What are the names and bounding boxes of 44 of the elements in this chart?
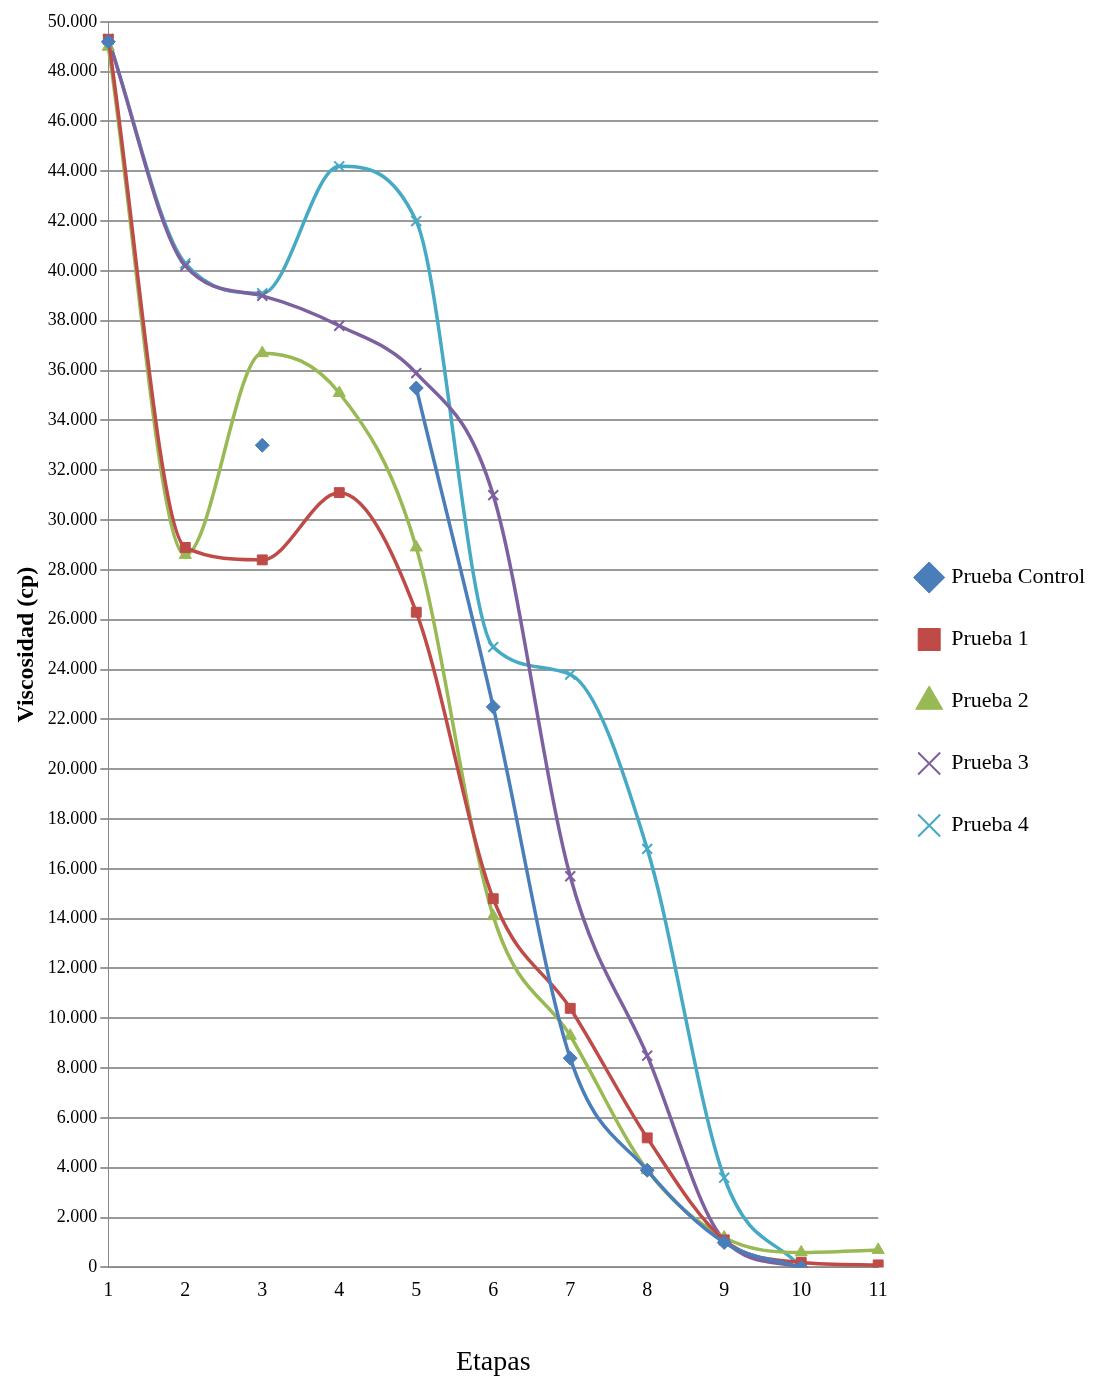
legend-label: Prueba 4 — [951, 811, 1029, 837]
y-tick-label: 34.000 — [47, 409, 98, 430]
y-tick-label: 10.000 — [47, 1007, 98, 1028]
y-tick-label: 32.000 — [47, 458, 98, 479]
x-axis-title: Etapas — [455, 1344, 531, 1376]
y-tick-label: 4.000 — [56, 1156, 98, 1177]
y-tick-label: 6.000 — [56, 1106, 98, 1127]
y-tick-label: 12.000 — [47, 957, 98, 978]
y-tick-label: 24.000 — [47, 658, 98, 679]
x-tick-label: 9 — [719, 1277, 730, 1300]
y-tick-label: 36.000 — [47, 359, 98, 380]
x-tick-label: 11 — [868, 1277, 888, 1300]
legend-label: Prueba Control — [951, 563, 1086, 589]
x-tick-label: 6 — [488, 1277, 499, 1300]
y-tick-label: 40.000 — [47, 259, 98, 280]
x-tick-label: 1 — [103, 1277, 114, 1300]
y-tick-label: 0 — [88, 1256, 98, 1277]
y-tick-label: 30.000 — [47, 508, 98, 529]
y-tick-label: 46.000 — [47, 110, 98, 131]
legend-label: Prueba 2 — [951, 687, 1029, 713]
y-tick-label: 48.000 — [47, 60, 98, 81]
y-tick-label: 2.000 — [56, 1206, 98, 1227]
y-tick-label: 8.000 — [56, 1056, 98, 1077]
y-tick-label: 42.000 — [47, 209, 98, 230]
legend-label: Prueba 3 — [951, 749, 1029, 775]
y-axis-title: Viscosidad (cp) — [11, 566, 38, 723]
x-tick-label: 7 — [565, 1277, 576, 1300]
y-tick-label: 50.000 — [47, 10, 98, 31]
x-tick-label: 2 — [180, 1277, 191, 1300]
x-tick-label: 4 — [334, 1277, 345, 1300]
x-tick-label: 8 — [642, 1277, 653, 1300]
y-tick-label: 18.000 — [47, 807, 98, 828]
legend-label: Prueba 1 — [951, 625, 1029, 651]
y-tick-label: 28.000 — [47, 558, 98, 579]
y-tick-label: 38.000 — [47, 309, 98, 330]
y-tick-label: 14.000 — [47, 907, 98, 928]
y-tick-label: 26.000 — [47, 608, 98, 629]
y-tick-label: 44.000 — [47, 160, 98, 181]
y-tick-label: 16.000 — [47, 857, 98, 878]
x-tick-label: 3 — [257, 1277, 268, 1300]
x-tick-label: 10 — [791, 1277, 812, 1300]
x-tick-label: 5 — [411, 1277, 422, 1300]
y-tick-label: 22.000 — [47, 708, 98, 729]
y-tick-label: 20.000 — [47, 757, 98, 778]
